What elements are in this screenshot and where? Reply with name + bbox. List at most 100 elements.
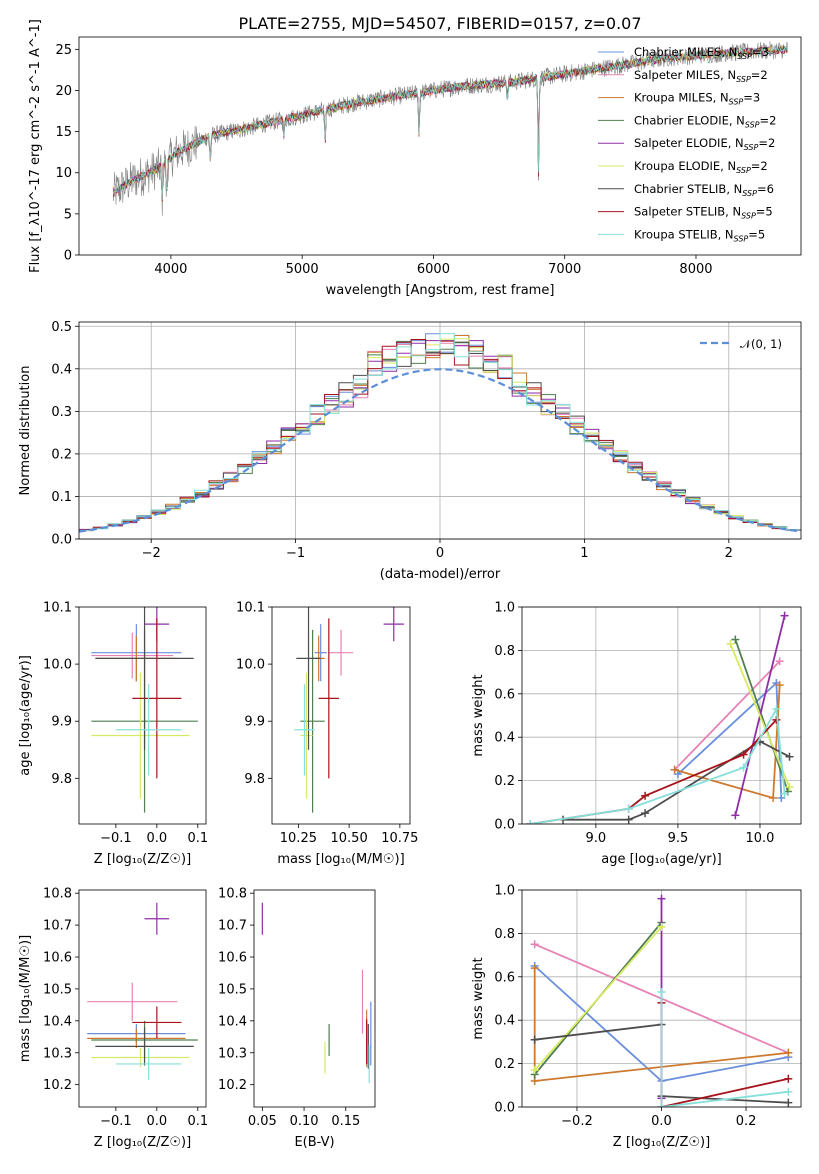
weight-marker [726, 639, 735, 648]
mass_vs_ebv-panel: 0.05 0.10 0.15 10.2 10.3 10.4 10.5 10.6 10.7 10.8… [218, 887, 376, 1150]
errorbar-point [95, 607, 194, 750]
weight-marker [530, 964, 539, 973]
x-tick-label: 7000 [548, 262, 581, 277]
y-tick-label: 10.4 [43, 1014, 72, 1029]
axes-frame [253, 889, 376, 1108]
y-tick-label: 0.0 [494, 818, 515, 833]
y-tick-label: 9.8 [51, 772, 72, 787]
weight-marker [731, 635, 740, 644]
weight-marker [530, 1035, 539, 1044]
y-tick-label: 10.5 [43, 982, 72, 997]
axes-frame [521, 606, 802, 825]
weight-marker [780, 789, 789, 798]
weight-marker [784, 1074, 793, 1083]
x-tick-label: 1 [580, 546, 588, 561]
weight-marker [526, 820, 535, 824]
y-tick-label: 10.8 [43, 887, 72, 902]
x-tick-label: 5000 [286, 262, 319, 277]
spectrum-panel: 4000 5000 6000 7000 8000 0 5 10 15 20 25 wavelength… [28, 19, 802, 298]
model-line-kroupa-stelib [112, 44, 788, 201]
legend-label: Kroupa ELODIE, NSSP=2 [634, 159, 768, 175]
y-tick-label: 0.1 [51, 490, 72, 505]
errorbar-point [115, 1047, 182, 1080]
weight-marker [784, 1048, 793, 1057]
x-tick-label: 4000 [154, 262, 187, 277]
y-tick-label: 10.0 [236, 658, 265, 673]
weight-marker [775, 657, 784, 666]
legend-label: Kroupa STELIB, NSSP=5 [634, 227, 765, 243]
errorbar-point [91, 672, 190, 799]
x-tick-label: 2 [725, 546, 733, 561]
y-tick-label: 0.5 [51, 320, 72, 335]
y-tick-label: 10.0 [43, 658, 72, 673]
x-tick-label: 10.0 [745, 831, 774, 846]
y-tick-label: 10.6 [218, 951, 247, 966]
age_vs_Z-plot [91, 607, 198, 813]
x-tick-label: −2 [142, 546, 161, 561]
y-tick-label: 10.1 [236, 601, 265, 616]
errorbar-point [91, 632, 174, 679]
weight-line [660, 992, 789, 1107]
x-tick-label: 10.75 [381, 831, 418, 846]
x-tick-label: 8000 [679, 262, 712, 277]
axes-frame [78, 889, 207, 1108]
errorbar-point [132, 1006, 182, 1039]
x-tick-label: −1 [286, 546, 305, 561]
weight-marker [785, 752, 794, 761]
y-tick-label: 9.8 [244, 772, 265, 787]
weight-line [734, 639, 789, 792]
y-tick-label: 0.4 [51, 362, 72, 377]
errorbar-point [314, 624, 327, 682]
y-tick-label: 0.8 [494, 644, 515, 659]
axes-frame [78, 36, 802, 256]
weight-line [534, 926, 663, 1071]
y-axis-label: Normed distribution [18, 366, 33, 496]
y-tick-label: 0.0 [494, 1101, 515, 1116]
y-tick-label: 0.4 [494, 731, 515, 746]
weight-line [673, 660, 781, 771]
x-tick-label: −0.1 [100, 1114, 132, 1129]
weight-line [530, 706, 786, 824]
y-tick-label: 20 [55, 84, 72, 99]
y-tick-label: 10.1 [43, 601, 72, 616]
y-tick-label: 0 [64, 249, 72, 264]
y-axis-label: mass weight [471, 957, 486, 1039]
mass_vs_ebv-plot [261, 902, 372, 1084]
y-tick-label: 10.7 [218, 919, 247, 934]
x-tick-label: 0 [436, 546, 444, 561]
weight-marker [624, 815, 633, 824]
weight_vs_Z-plot [530, 894, 793, 1107]
weight_vs_Z-panel: −0.2 0.0 0.2 0.0 0.2 0.4 0.6 0.8 1.0 Z [log₁₀(Z/Z… [471, 884, 802, 1150]
errorbar-point [328, 629, 354, 676]
y-tick-label: 10.5 [218, 982, 247, 997]
y-tick-label: 0.2 [51, 447, 72, 462]
y-tick-label: 1.0 [494, 601, 515, 616]
weight-marker [657, 1103, 666, 1107]
age_vs_mass-plot [294, 607, 404, 813]
weight-marker [657, 894, 666, 903]
weight-marker [641, 791, 650, 800]
y-tick-label: 0.4 [494, 1014, 515, 1029]
weight-marker [657, 922, 666, 931]
y-tick-label: 10.3 [43, 1046, 72, 1061]
weight-marker [772, 704, 781, 713]
mass_vs_Z-panel: −0.1 0.0 0.1 10.2 10.3 10.4 10.5 10.6 10.7 10.8 Z … [18, 887, 208, 1150]
y-tick-label: 0.8 [494, 927, 515, 942]
x-tick-label: 10.25 [280, 831, 317, 846]
axes-frame [78, 606, 207, 825]
weight-marker [530, 1066, 539, 1075]
legend-label: Chabrier ELODIE, NSSP=2 [634, 113, 776, 129]
y-tick-label: 10.3 [218, 1046, 247, 1061]
x-tick-label: 9.5 [668, 831, 689, 846]
legend-label: 𝒩(0, 1) [740, 337, 782, 351]
legend-label: Chabrier STELIB, NSSP=6 [634, 182, 774, 198]
legend-label: Kroupa MILES, NSSP=3 [634, 91, 760, 107]
axes-frame [78, 321, 802, 540]
y-axis-label: Flux [f_λ10^-17 erg cm^-2 s^-1 A^-1] [28, 19, 43, 273]
y-tick-label: 0.6 [494, 687, 515, 702]
x-tick-label: 10.50 [331, 831, 368, 846]
x-tick-label: 0.2 [736, 1114, 757, 1129]
legend-label: Salpeter ELODIE, NSSP=2 [634, 136, 775, 152]
legend-label: Salpeter MILES, NSSP=2 [634, 68, 768, 84]
x-tick-label: 6000 [417, 262, 450, 277]
